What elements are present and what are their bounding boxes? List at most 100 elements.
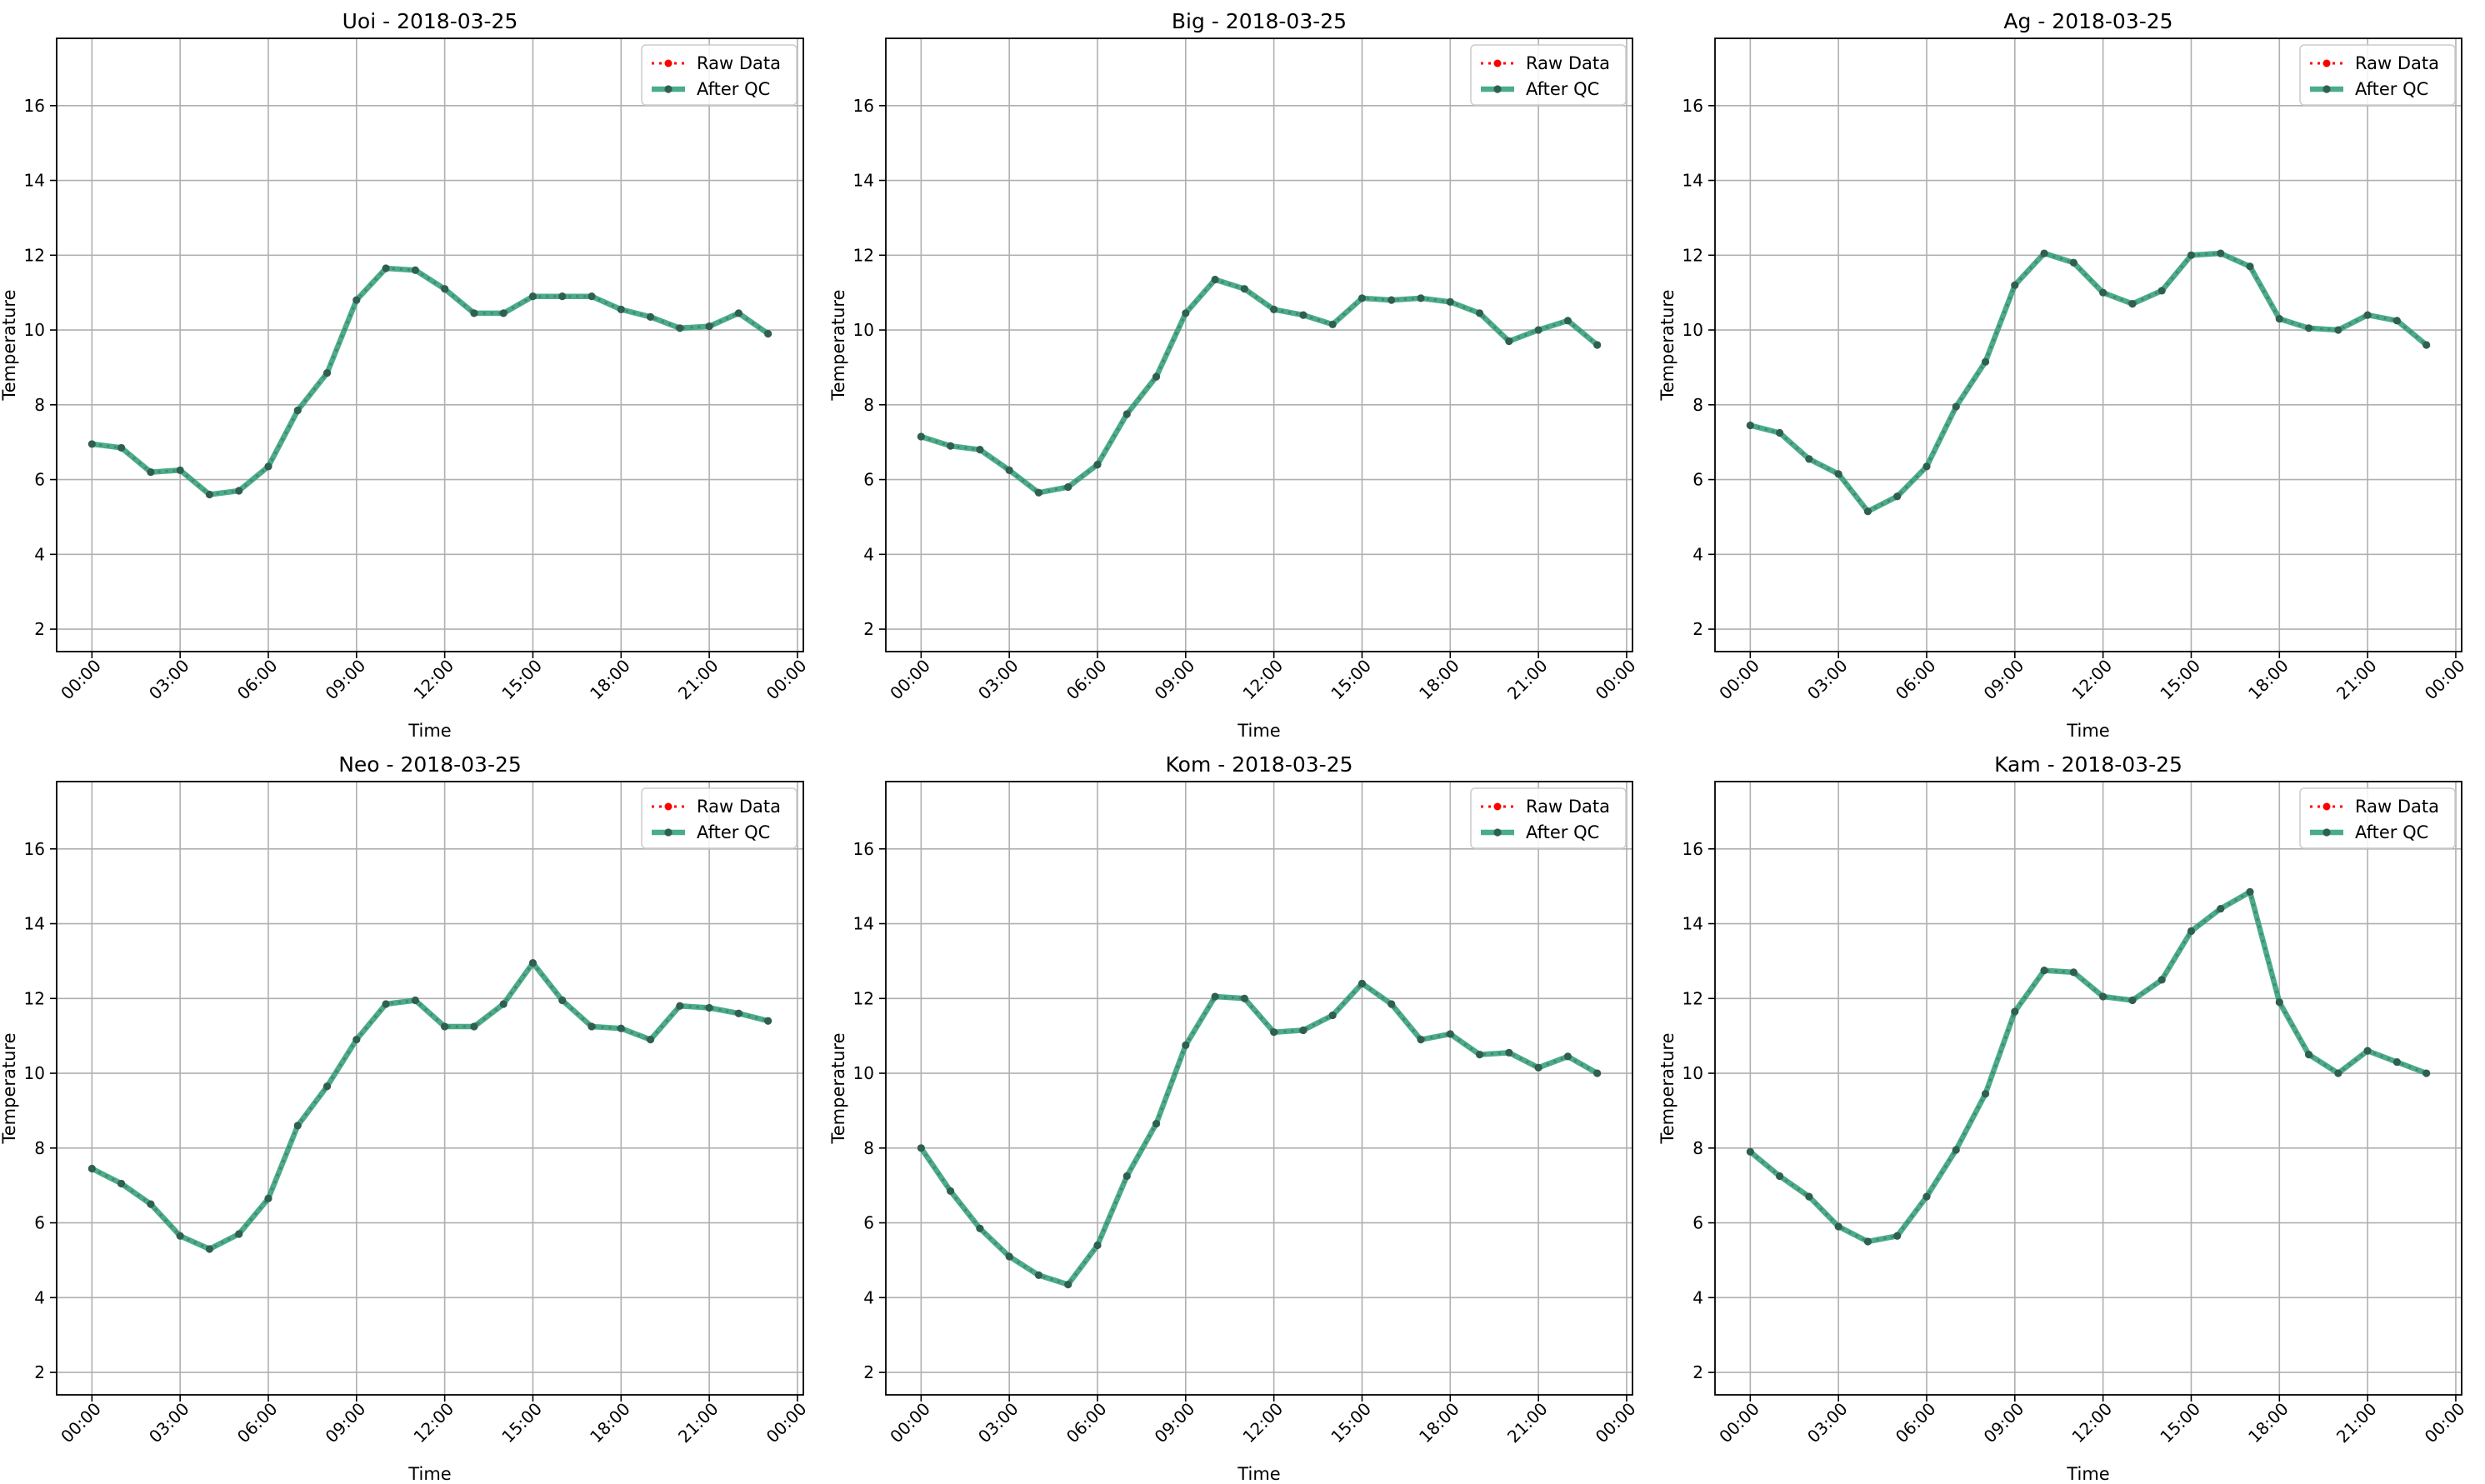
y-tick-label: 12 [853, 245, 874, 265]
data-point-after-qc [1952, 1146, 1960, 1154]
data-point-after-qc [2246, 262, 2254, 271]
data-point-after-qc [2217, 904, 2225, 913]
chart-title: Uoi - 2018-03-25 [342, 9, 518, 33]
y-tick-label: 16 [853, 96, 874, 116]
x-tick-label: 15:00 [498, 656, 546, 704]
data-point-after-qc [764, 329, 772, 338]
data-point-after-qc [2217, 249, 2225, 257]
data-point-after-qc [2011, 1007, 2019, 1016]
y-tick-label: 6 [1692, 1213, 1703, 1233]
data-point-after-qc [2040, 249, 2048, 257]
data-point-after-qc [1893, 492, 1902, 501]
data-point-after-qc [1005, 466, 1013, 474]
data-point-after-qc [2069, 258, 2078, 267]
data-point-after-qc [1417, 294, 1425, 302]
x-tick-label: 21:00 [674, 1399, 722, 1447]
plot-frame [56, 781, 804, 1396]
y-tick-label: 6 [34, 470, 45, 490]
legend-marker-after-qc [1493, 828, 1502, 837]
data-point-after-qc [2246, 887, 2254, 896]
data-point-after-qc [411, 266, 419, 274]
data-point-after-qc [588, 1022, 596, 1031]
data-point-after-qc [2099, 992, 2108, 1001]
data-point-after-qc [118, 1179, 126, 1188]
x-tick-label: 09:00 [322, 656, 370, 704]
data-point-after-qc [1417, 1036, 1425, 1044]
data-point-after-qc [1776, 1172, 1784, 1181]
x-tick-label: 06:00 [233, 1399, 282, 1447]
x-tick-label: 00:00 [1592, 1399, 1640, 1447]
data-point-after-qc [705, 1003, 713, 1012]
data-point-after-qc [2304, 324, 2313, 332]
data-point-after-qc [1122, 410, 1131, 418]
data-point-after-qc [1270, 305, 1278, 313]
x-tick-label: 12:00 [1238, 1399, 1287, 1447]
data-point-after-qc [441, 285, 449, 293]
data-point-after-qc [646, 312, 655, 321]
legend-label-after-qc: After QC [2355, 79, 2428, 99]
data-point-after-qc [646, 1036, 655, 1044]
y-tick-label: 14 [853, 914, 874, 934]
series-line-after-qc [90, 960, 769, 1252]
x-tick-label: 09:00 [1151, 656, 1199, 704]
y-tick-label: 4 [34, 544, 45, 564]
data-point-after-qc [235, 487, 243, 495]
legend-marker-raw-data [664, 802, 672, 811]
legend: Raw Data After QC [641, 787, 798, 849]
y-tick-label: 2 [1692, 619, 1703, 639]
x-tick-label: 18:00 [1415, 1399, 1463, 1447]
data-point-after-qc [147, 1200, 155, 1208]
data-point-after-qc [2275, 998, 2283, 1007]
data-point-after-qc [1358, 294, 1367, 302]
y-tick-label: 14 [1682, 914, 1703, 934]
data-point-after-qc [2040, 967, 2048, 975]
x-tick-label: 18:00 [1415, 656, 1463, 704]
y-tick-label: 12 [1682, 245, 1703, 265]
data-point-after-qc [2275, 314, 2283, 323]
x-axis-label: Time [2066, 721, 2109, 741]
y-tick-label: 4 [1692, 544, 1703, 564]
y-tick-label: 6 [863, 470, 874, 490]
y-tick-label: 8 [863, 1138, 874, 1158]
x-tick-label: 00:00 [762, 656, 811, 704]
data-point-after-qc [1834, 470, 1842, 478]
data-point-after-qc [676, 324, 684, 332]
series-line-raw-data [920, 982, 1598, 1287]
x-tick-label: 09:00 [322, 1399, 370, 1447]
data-point-after-qc [2069, 968, 2078, 977]
y-tick-label: 12 [1682, 988, 1703, 1008]
data-point-after-qc [1299, 311, 1308, 319]
series-line-raw-data [1749, 252, 2428, 513]
x-tick-label: 00:00 [1715, 1399, 1763, 1447]
data-point-after-qc [411, 996, 419, 1005]
x-tick-label: 09:00 [1980, 656, 2028, 704]
data-point-after-qc [1505, 1048, 1513, 1057]
data-point-after-qc [617, 1024, 625, 1032]
y-tick-label: 10 [24, 320, 45, 340]
y-tick-label: 4 [34, 1287, 45, 1307]
x-tick-label: 18:00 [586, 1399, 634, 1447]
x-tick-label: 18:00 [2244, 1399, 2292, 1447]
x-tick-label: 00:00 [57, 1399, 105, 1447]
y-tick-label: 8 [34, 1138, 45, 1158]
legend-marker-after-qc [1493, 85, 1502, 93]
y-tick-label: 2 [34, 619, 45, 639]
x-tick-label: 21:00 [674, 656, 722, 704]
data-point-after-qc [205, 1245, 214, 1253]
x-tick-label: 03:00 [1803, 656, 1852, 704]
x-tick-label: 09:00 [1980, 1399, 2028, 1447]
data-point-after-qc [2422, 341, 2431, 349]
data-point-after-qc [499, 309, 508, 317]
y-tick-label: 12 [24, 988, 45, 1008]
data-point-after-qc [976, 1224, 984, 1232]
x-tick-label: 21:00 [2332, 1399, 2381, 1447]
data-point-after-qc [1152, 372, 1161, 381]
data-point-after-qc [1034, 1271, 1043, 1279]
data-point-after-qc [1182, 309, 1190, 317]
series-line-after-qc [920, 277, 1599, 496]
data-point-after-qc [1182, 1041, 1190, 1049]
legend: Raw Data After QC [1470, 787, 1627, 849]
chart-panel: 2 4 6 8 10 12 14 16 00:00 03:00 06:00 09:00 12:00 15:… [828, 752, 1639, 1484]
data-point-after-qc [1211, 992, 1219, 1001]
